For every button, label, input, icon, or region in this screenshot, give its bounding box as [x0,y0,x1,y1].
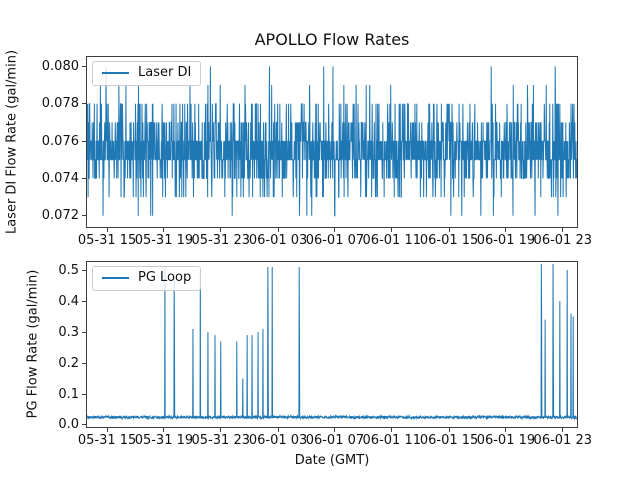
pg-loop-x-tick-label: 05-31 15 [77,433,137,448]
laser-di-x-tick-label: 06-01 03 [248,233,308,248]
laser-di-x-tick [448,228,450,232]
laser-di-y-tick-label: 0.076 [41,133,79,149]
laser-di-x-tick-label: 05-31 23 [191,233,250,248]
pg-loop-x-tick-label: 06-01 23 [533,433,592,448]
pg-loop-y-tick [82,362,86,364]
pg-loop-legend-label: PG Loop [138,270,192,285]
pg-loop-series-line [87,263,577,421]
pg-loop-legend-line-sample [102,277,129,279]
laser-di-plot-area: Laser DI [86,56,578,228]
pg-loop-plot-area: PG Loop [86,261,578,428]
laser-di-y-tick [82,140,86,142]
laser-di-legend-line-sample [102,72,129,74]
pg-loop-x-tick-label: 06-01 03 [248,433,308,448]
pg-loop-x-tick-label: 06-01 19 [476,433,536,448]
pg-loop-x-tick-label: 06-01 15 [419,433,479,448]
laser-di-x-tick-label: 06-01 15 [419,233,479,248]
pg-loop-x-tick [391,428,393,432]
laser-di-x-tick [562,228,564,232]
laser-di-y-tick-label: 0.074 [41,170,79,186]
pg-loop-x-tick [505,428,507,432]
pg-loop-x-tick [562,428,564,432]
laser-di-y-tick-label: 0.080 [41,58,79,74]
laser-di-y-tick [82,65,86,67]
laser-di-x-tick [334,228,336,232]
laser-di-x-tick-label: 05-31 19 [134,233,194,248]
x-axis-label: Date (GMT) [294,453,370,468]
chart-title: APOLLO Flow Rates [254,30,410,49]
pg-loop-x-tick-label: 05-31 23 [191,433,250,448]
pg-loop-y-tick-label: 0.0 [58,417,79,433]
laser-di-y-tick-label: 0.078 [41,96,79,112]
pg-loop-legend: PG Loop [92,266,202,291]
pg-loop-y-tick-label: 0.3 [58,324,79,340]
pg-loop-x-tick [277,428,279,432]
laser-di-legend: Laser DI [92,61,202,86]
laser-di-y-tick [82,177,86,179]
pg-loop-y-tick [82,331,86,333]
laser-di-y-axis-label: Laser DI Flow Rate (gal/min) [4,49,20,235]
laser-di-x-tick [220,228,222,232]
laser-di-legend-label: Laser DI [138,65,192,80]
pg-loop-x-tick-label: 05-31 19 [134,433,194,448]
laser-di-series-line [87,66,577,217]
laser-di-x-tick [391,228,393,232]
laser-di-x-tick-label: 05-31 15 [77,233,137,248]
pg-loop-y-tick [82,300,86,302]
pg-loop-y-tick [82,393,86,395]
laser-di-x-tick [277,228,279,232]
pg-loop-x-tick-label: 06-01 07 [305,433,365,448]
laser-di-x-tick [163,228,165,232]
pg-loop-x-tick [163,428,165,432]
laser-di-y-tick [82,103,86,105]
laser-di-y-tick [82,215,86,217]
laser-di-x-tick-label: 06-01 19 [476,233,536,248]
pg-loop-x-tick [220,428,222,432]
laser-di-x-tick-label: 06-01 07 [305,233,365,248]
pg-loop-y-tick-label: 0.5 [58,262,79,278]
laser-di-y-tick-label: 0.072 [41,208,79,224]
pg-loop-x-tick [106,428,108,432]
pg-loop-x-tick-label: 06-01 11 [362,433,421,448]
pg-loop-x-tick [334,428,336,432]
pg-loop-y-tick [82,424,86,426]
pg-loop-y-tick-label: 0.2 [58,355,79,371]
pg-loop-y-tick-label: 0.4 [58,293,79,309]
laser-di-x-tick-label: 06-01 23 [533,233,592,248]
laser-di-x-tick-label: 06-01 11 [362,233,421,248]
laser-di-x-tick [505,228,507,232]
pg-loop-y-tick-label: 0.1 [58,386,79,402]
pg-loop-y-tick [82,269,86,271]
laser-di-x-tick [106,228,108,232]
pg-loop-x-tick [448,428,450,432]
